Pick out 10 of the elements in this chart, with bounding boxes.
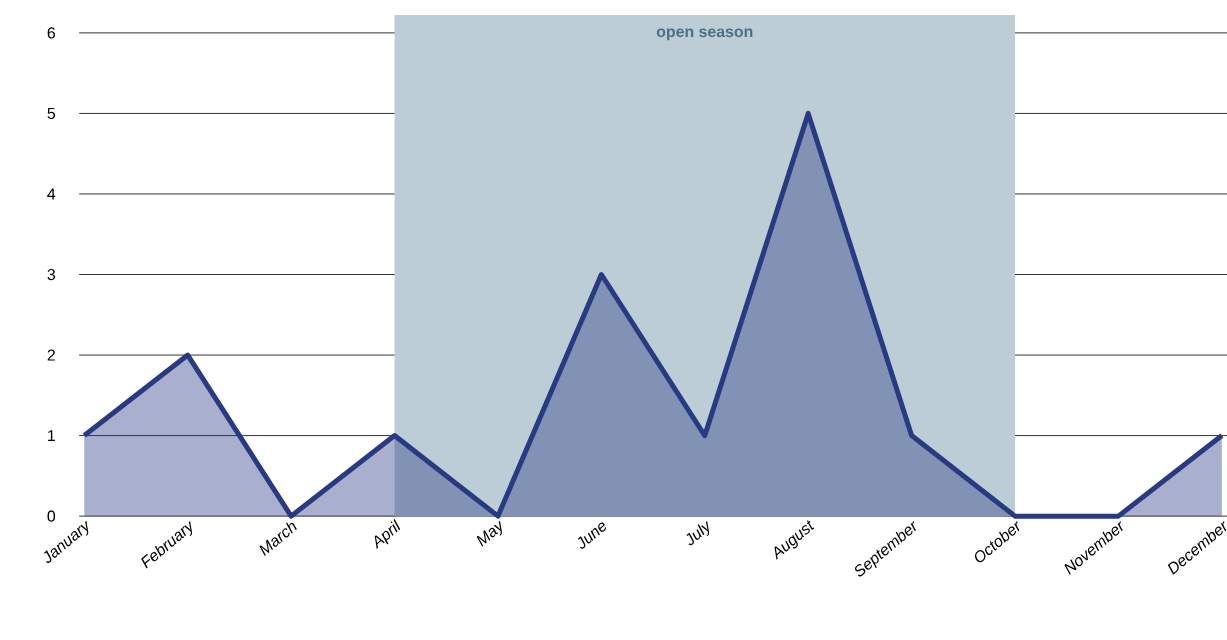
y-tick-label: 6 [47, 27, 56, 39]
y-tick-label: 5 [47, 108, 56, 120]
y-tick-label: 0 [47, 510, 56, 522]
band-label: open season [656, 28, 753, 41]
y-tick-label: 2 [47, 349, 55, 361]
x-tick-label: May [476, 520, 502, 547]
x-tick-label: July [686, 521, 710, 546]
y-tick-label: 3 [47, 269, 56, 281]
y-tick-label: 4 [47, 188, 56, 200]
y-tick-label: 1 [48, 430, 55, 442]
